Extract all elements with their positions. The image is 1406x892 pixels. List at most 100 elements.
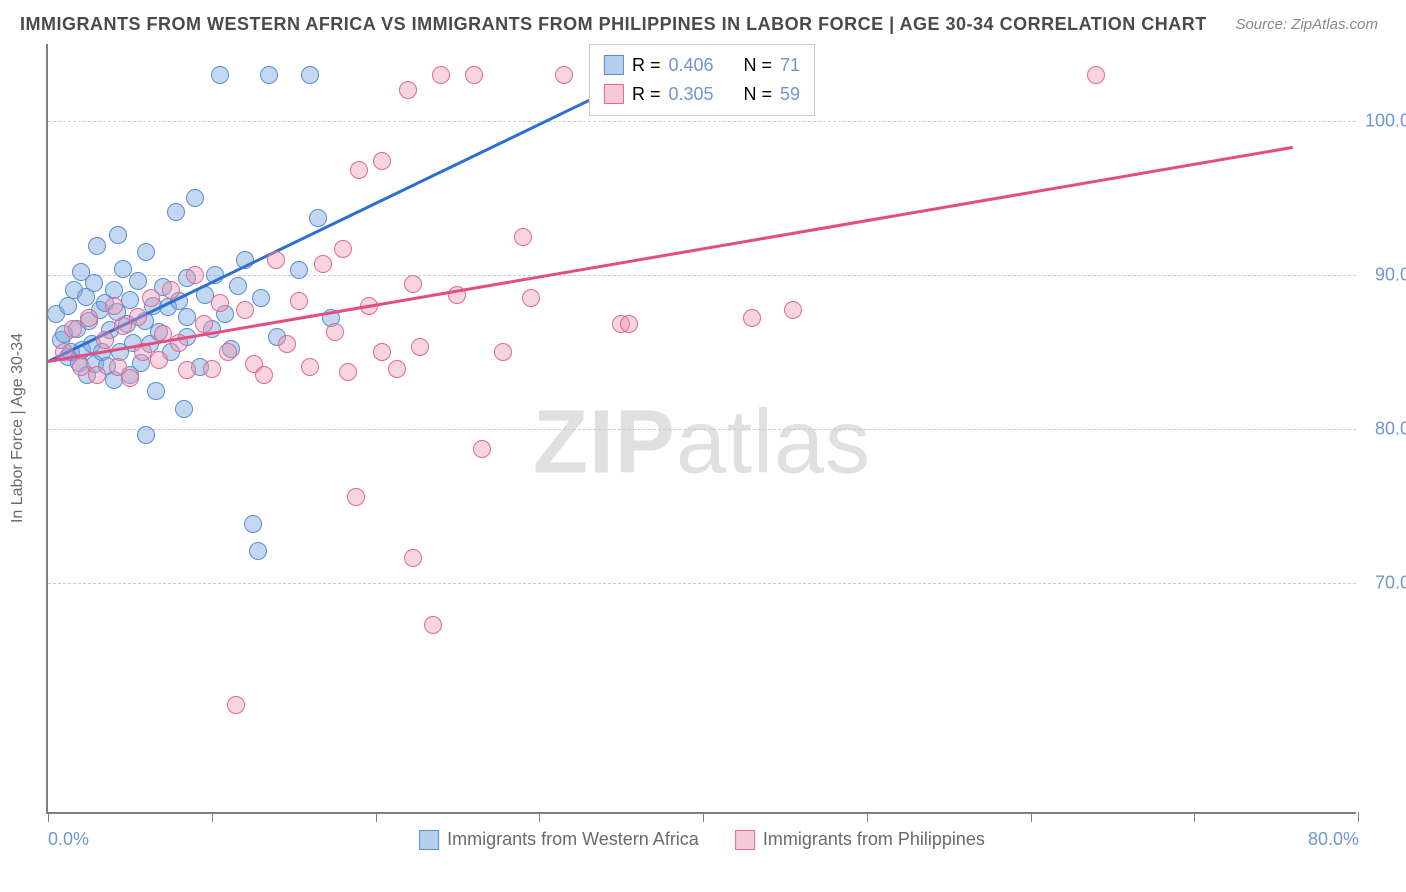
- y-axis-label: 70.0%: [1375, 573, 1406, 594]
- scatter-point: [522, 289, 540, 307]
- scatter-point: [64, 320, 82, 338]
- plot-area: ZIPatlas In Labor Force | Age 30-34 R = …: [46, 44, 1356, 814]
- scatter-point: [278, 335, 296, 353]
- scatter-point: [784, 301, 802, 319]
- scatter-point: [404, 275, 422, 293]
- scatter-point: [373, 343, 391, 361]
- legend-n-label: N =: [744, 51, 773, 80]
- scatter-point: [211, 294, 229, 312]
- scatter-point: [314, 255, 332, 273]
- scatter-point: [252, 289, 270, 307]
- scatter-point: [260, 66, 278, 84]
- scatter-point: [88, 237, 106, 255]
- scatter-point: [432, 66, 450, 84]
- legend-item: Immigrants from Philippines: [735, 829, 985, 850]
- scatter-point: [411, 338, 429, 356]
- scatter-point: [121, 291, 139, 309]
- scatter-point: [186, 266, 204, 284]
- legend-swatch-series2: [604, 84, 624, 104]
- scatter-point: [142, 289, 160, 307]
- scatter-point: [339, 363, 357, 381]
- watermark: ZIPatlas: [533, 392, 871, 495]
- scatter-point: [326, 323, 344, 341]
- scatter-point: [178, 361, 196, 379]
- x-tick: [1194, 812, 1195, 822]
- legend-swatch-series1: [419, 830, 439, 850]
- gridline: [48, 583, 1356, 584]
- scatter-point: [388, 360, 406, 378]
- scatter-point: [186, 189, 204, 207]
- gridline: [48, 429, 1356, 430]
- legend-swatch-series1: [604, 55, 624, 75]
- scatter-point: [105, 297, 123, 315]
- scatter-point: [301, 66, 319, 84]
- scatter-point: [244, 515, 262, 533]
- scatter-point: [96, 331, 114, 349]
- x-tick: [212, 812, 213, 822]
- legend-stats: R = 0.406 N = 71 R = 0.305 N = 59: [589, 44, 815, 116]
- x-tick: [539, 812, 540, 822]
- scatter-point: [129, 308, 147, 326]
- scatter-point: [514, 228, 532, 246]
- scatter-point: [211, 66, 229, 84]
- gridline: [48, 275, 1356, 276]
- scatter-point: [290, 261, 308, 279]
- scatter-point: [203, 360, 221, 378]
- scatter-point: [219, 343, 237, 361]
- scatter-point: [255, 366, 273, 384]
- scatter-point: [59, 297, 77, 315]
- scatter-point: [424, 616, 442, 634]
- x-tick: [1358, 812, 1359, 822]
- legend-r-label: R =: [632, 80, 661, 109]
- legend-n-value: 59: [780, 80, 800, 109]
- chart-title: IMMIGRANTS FROM WESTERN AFRICA VS IMMIGR…: [20, 14, 1207, 35]
- scatter-point: [743, 309, 761, 327]
- x-tick: [703, 812, 704, 822]
- legend-series-label: Immigrants from Philippines: [763, 829, 985, 850]
- legend-n-label: N =: [744, 80, 773, 109]
- scatter-point: [373, 152, 391, 170]
- legend-r-value: 0.406: [668, 51, 713, 80]
- scatter-point: [494, 343, 512, 361]
- scatter-point: [236, 301, 254, 319]
- legend-stats-row: R = 0.406 N = 71: [604, 51, 800, 80]
- y-axis-title: In Labor Force | Age 30-34: [9, 333, 27, 523]
- scatter-point: [109, 226, 127, 244]
- scatter-point: [150, 351, 168, 369]
- scatter-point: [404, 549, 422, 567]
- scatter-point: [178, 308, 196, 326]
- scatter-point: [267, 251, 285, 269]
- scatter-point: [290, 292, 308, 310]
- scatter-point: [121, 369, 139, 387]
- scatter-point: [249, 542, 267, 560]
- gridline: [48, 121, 1356, 122]
- trend-line: [48, 146, 1293, 363]
- scatter-point: [80, 309, 98, 327]
- scatter-point: [137, 243, 155, 261]
- legend-r-label: R =: [632, 51, 661, 80]
- scatter-point: [175, 400, 193, 418]
- scatter-point: [85, 274, 103, 292]
- scatter-point: [195, 315, 213, 333]
- scatter-point: [72, 358, 90, 376]
- scatter-point: [1087, 66, 1105, 84]
- x-tick: [867, 812, 868, 822]
- scatter-point: [399, 81, 417, 99]
- legend-series-label: Immigrants from Western Africa: [447, 829, 699, 850]
- legend-item: Immigrants from Western Africa: [419, 829, 699, 850]
- scatter-point: [227, 696, 245, 714]
- legend-series: Immigrants from Western Africa Immigrant…: [419, 829, 985, 850]
- scatter-point: [162, 281, 180, 299]
- scatter-point: [473, 440, 491, 458]
- scatter-point: [309, 209, 327, 227]
- legend-swatch-series2: [735, 830, 755, 850]
- scatter-point: [555, 66, 573, 84]
- scatter-point: [88, 366, 106, 384]
- x-tick: [376, 812, 377, 822]
- y-axis-label: 100.0%: [1365, 111, 1406, 132]
- x-tick: [48, 812, 49, 822]
- legend-r-value: 0.305: [668, 80, 713, 109]
- scatter-point: [334, 240, 352, 258]
- watermark-rest: atlas: [676, 393, 871, 493]
- x-tick: [1031, 812, 1032, 822]
